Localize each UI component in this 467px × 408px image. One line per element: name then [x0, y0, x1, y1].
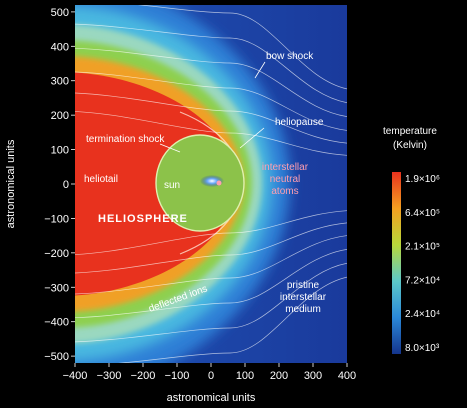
termination-shock-pointer	[159, 143, 181, 153]
x-tick-label: 400	[338, 370, 356, 382]
y-tick-label: −200	[44, 248, 69, 260]
flow-line	[75, 210, 347, 255]
colorbar	[392, 172, 401, 354]
flow-line	[75, 263, 347, 343]
colorbar-label: 2.4×10⁴	[405, 309, 440, 320]
x-tick-label: 300	[304, 370, 322, 382]
interstellar-neutral-atoms-label-line1: interstellar	[262, 162, 309, 173]
plot-area	[75, 5, 347, 363]
heliopause-label: heliopause	[275, 117, 324, 128]
bow-shock-pointer	[254, 61, 266, 79]
y-axis-label: astronomical units	[5, 139, 17, 228]
interstellar-neutral-atoms-label-line3: atoms	[271, 186, 298, 197]
colorbar-labels: 1.9×10⁶ 6.4×10⁵ 2.1×10⁵ 7.2×10⁴ 2.4×10⁴ 8.0×1…	[405, 174, 440, 354]
termination-shock-edge	[155, 134, 245, 232]
colorbar-title-line1: temperature	[383, 126, 437, 137]
sun-label: sun	[164, 180, 180, 191]
colorbar-label: 7.2×10⁴	[405, 275, 440, 286]
y-axis: 500 400 300 200 100 0 −100 −200 −300 −400 −500	[44, 7, 75, 363]
y-tick-label: 0	[63, 179, 69, 191]
colorbar-label: 6.4×10⁵	[405, 208, 440, 219]
termination-shock-sphere	[156, 135, 244, 231]
flow-line	[75, 249, 347, 319]
flow-line	[75, 235, 347, 295]
flow-line	[75, 92, 347, 144]
heliotail-label: heliotail	[84, 174, 118, 185]
flow-line	[75, 222, 347, 274]
flow-lines	[75, 5, 347, 363]
flow-line	[75, 47, 347, 117]
termination-shock-label: termination shock	[86, 134, 165, 145]
y-tick-label: −100	[44, 213, 69, 225]
flow-line	[75, 111, 347, 156]
heliopause-pointer	[239, 127, 265, 149]
x-tick-label: 100	[236, 370, 254, 382]
flow-line	[75, 23, 347, 103]
bow-shock-label: bow shock	[266, 51, 314, 62]
flow-line	[138, 5, 347, 90]
x-tick-label: −100	[165, 370, 190, 382]
y-tick-label: −500	[44, 351, 69, 363]
interstellar-neutral-atoms-label-line2: neutral	[270, 174, 301, 185]
colorbar-label: 2.1×10⁵	[405, 242, 440, 253]
y-tick-label: −400	[44, 317, 69, 329]
y-tick-label: 200	[51, 110, 69, 122]
pristine-medium-label-line3: medium	[285, 304, 321, 315]
flow-line	[75, 71, 347, 131]
colorbar-label: 1.9×10⁶	[405, 174, 440, 185]
x-tick-label: −300	[97, 370, 122, 382]
pristine-medium-label-line1: pristine	[287, 280, 320, 291]
y-tick-label: 400	[51, 41, 69, 53]
neutral-atoms-marker	[216, 180, 222, 186]
flow-line	[118, 276, 347, 363]
x-tick-label: −400	[63, 370, 88, 382]
x-tick-label: −200	[131, 370, 156, 382]
x-axis-label: astronomical units	[167, 392, 256, 404]
y-tick-label: 100	[51, 145, 69, 157]
x-tick-label: 200	[270, 370, 288, 382]
x-axis: −400 −300 −200 −100 0 100 200 300 400	[63, 363, 356, 382]
y-tick-label: 300	[51, 76, 69, 88]
x-tick-label: 0	[208, 370, 214, 382]
y-tick-label: 500	[51, 7, 69, 19]
y-tick-label: −300	[44, 282, 69, 294]
heliosphere-label: HELIOSPHERE	[98, 213, 188, 225]
colorbar-label: 8.0×10³	[405, 343, 440, 354]
pristine-medium-label-line2: interstellar	[280, 292, 327, 303]
colorbar-title-line2: (Kelvin)	[393, 140, 427, 151]
